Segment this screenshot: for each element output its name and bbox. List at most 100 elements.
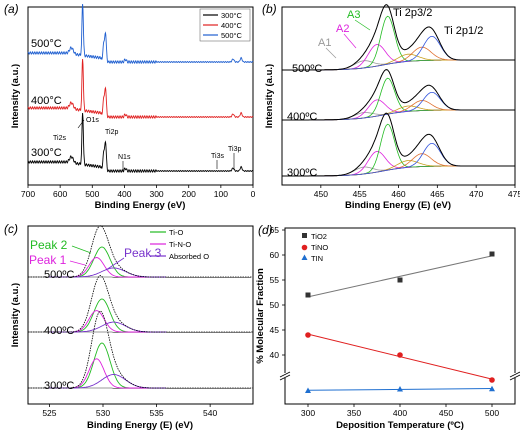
survey-spectrum-300 [27, 112, 254, 174]
x-tick-label: 540 [203, 408, 217, 418]
data-point-tin [305, 387, 311, 393]
axis-break-left-2 [279, 374, 291, 381]
x-tick-label: 475 [508, 189, 520, 199]
ti2p-component-4 [313, 46, 484, 71]
x-tick-label: 500 [485, 408, 499, 418]
curve-label-300: 300ºC [44, 380, 74, 392]
panel-d-x-axis-label: Deposition Temperature (ºC) [336, 420, 464, 431]
ti2p-component-3 [313, 105, 484, 121]
panel-c-plot-frame [27, 225, 254, 405]
curve-label-500: 500ºC [292, 63, 322, 75]
peak-label-a2: A2 [336, 23, 349, 35]
panel-d-label: (d) [258, 223, 273, 237]
data-point-tino [397, 352, 403, 358]
data-point-tin [397, 386, 403, 392]
curve-label-300: 300°C [31, 147, 62, 159]
x-tick-label: 500 [85, 189, 99, 199]
peak-label-n1s: N1s [118, 154, 131, 161]
axis-break-left-1 [279, 371, 291, 378]
peak-label-ti2p32: Ti 2p3/2 [393, 7, 432, 19]
panel-d-series [305, 251, 495, 393]
legend-label-tino: TiNO [311, 243, 328, 252]
panel-a-spectra [27, 3, 254, 174]
peak2-arrow [71, 245, 92, 254]
x-tick-label: 350 [347, 408, 361, 418]
x-tick-label: 0 [251, 189, 256, 199]
panel-c-y-axis-label: Intensity (a.u.) [10, 283, 21, 347]
legend-label-tin: TIN [311, 254, 323, 263]
panel-c-legend: Ti-O Ti-N-O Absorbed O [150, 228, 209, 261]
peak-label-peak3: Peak 3 [124, 246, 162, 260]
panel-a-label: (a) [4, 2, 19, 16]
x-tick-label: 200 [182, 189, 196, 199]
panel-b-x-ticks: 450 455 460 465 470 475 [314, 185, 520, 199]
panel-a-y-axis-label: Intensity (a.u.) [10, 64, 21, 128]
panel-c: (c) 525 530 535 540 Binding Energy (E) (eV)… [4, 222, 254, 431]
x-tick-label: 530 [96, 408, 110, 418]
a3-arrow [354, 19, 371, 31]
axis-break-marks [279, 371, 520, 381]
x-tick-label: 300 [301, 408, 315, 418]
peak-label-ti3s: Ti3s [211, 153, 224, 160]
x-tick-label: 535 [149, 408, 163, 418]
ti2p-component-2 [313, 77, 484, 121]
a1-arrow [325, 47, 337, 59]
legend-label-400: 400°C [221, 21, 243, 30]
x-tick-label: 470 [469, 189, 483, 199]
x-tick-label: 100 [214, 189, 228, 199]
x-tick-label: 300 [149, 189, 163, 199]
x-tick-label: 450 [314, 189, 328, 199]
legend-label-ti-n-o: Ti-N-O [169, 240, 191, 249]
o1s-arrow [77, 119, 85, 129]
curve-label-500: 500ºC [44, 269, 74, 281]
y-tick-label: 65 [270, 225, 280, 235]
axis-break-gap-right [510, 373, 520, 378]
x-tick-label: 600 [53, 189, 67, 199]
panel-d-y-axis-label: % Molecular Fraction [255, 268, 266, 364]
peak-label-a1: A1 [318, 37, 331, 49]
panel-a-plot-frame [27, 6, 254, 186]
curve-label-400: 400ºC [287, 111, 317, 123]
ti2p-envelope-400 [282, 69, 515, 121]
panel-b-y-axis-label: Intensity (a.u.) [264, 64, 275, 128]
panel-d-y-ticks: 40 45 50 55 60 65 [270, 225, 285, 360]
curve-label-400: 400°C [31, 95, 62, 107]
x-tick-label: 465 [430, 189, 444, 199]
axis-break-gap-left [280, 373, 290, 378]
x-tick-label: 700 [21, 189, 35, 199]
y-tick-label: 45 [270, 325, 280, 335]
data-point-tin [489, 385, 495, 392]
curve-label-400: 400ºC [44, 325, 74, 337]
survey-spectrum-400 [27, 58, 254, 120]
axis-break-right-1 [509, 371, 520, 378]
peak1-arrow [69, 260, 86, 266]
panel-d-legend: TiO2 TiNO TIN [301, 232, 328, 263]
peak-label-peak2: Peak 2 [30, 238, 68, 252]
panel-a-x-ticks: 700 600 500 400 300 200 100 0 [21, 185, 256, 199]
data-point-tino [305, 332, 311, 338]
o1s-envelope-500 [28, 225, 253, 278]
legend-marker-tio2 [302, 233, 307, 238]
survey-spectrum-500 [27, 3, 254, 65]
legend-label-500: 500°C [221, 31, 243, 40]
data-point-tio2 [305, 292, 311, 298]
x-tick-label: 400 [117, 189, 131, 199]
ti2p-envelope-500 [282, 4, 515, 71]
data-point-tio2 [397, 277, 403, 283]
peak-label-ti3p: Ti3p [228, 146, 241, 153]
ti2p-envelope-300 [282, 112, 515, 177]
data-point-tino [489, 377, 495, 383]
peak-label-ti2s: Ti2s [53, 135, 66, 142]
x-tick-label: 450 [439, 408, 453, 418]
panel-a: (a) 700 600 500 400 300 200 100 0 Binding Energ… [4, 2, 256, 211]
peak-label-o1s: O1s [86, 117, 99, 124]
panel-b: (b) 450 455 460 465 470 475 Binding Energy (E… [262, 2, 520, 211]
x-tick-label: 525 [42, 408, 56, 418]
legend-label-300: 300°C [221, 11, 243, 20]
peak-label-ti2p12: Ti 2p1/2 [444, 25, 483, 37]
peak3-arrow [105, 257, 125, 271]
data-point-tio2 [489, 251, 495, 257]
y-tick-label: 55 [270, 275, 280, 285]
panel-a-legend: 300°C 400°C 500°C [199, 8, 251, 42]
